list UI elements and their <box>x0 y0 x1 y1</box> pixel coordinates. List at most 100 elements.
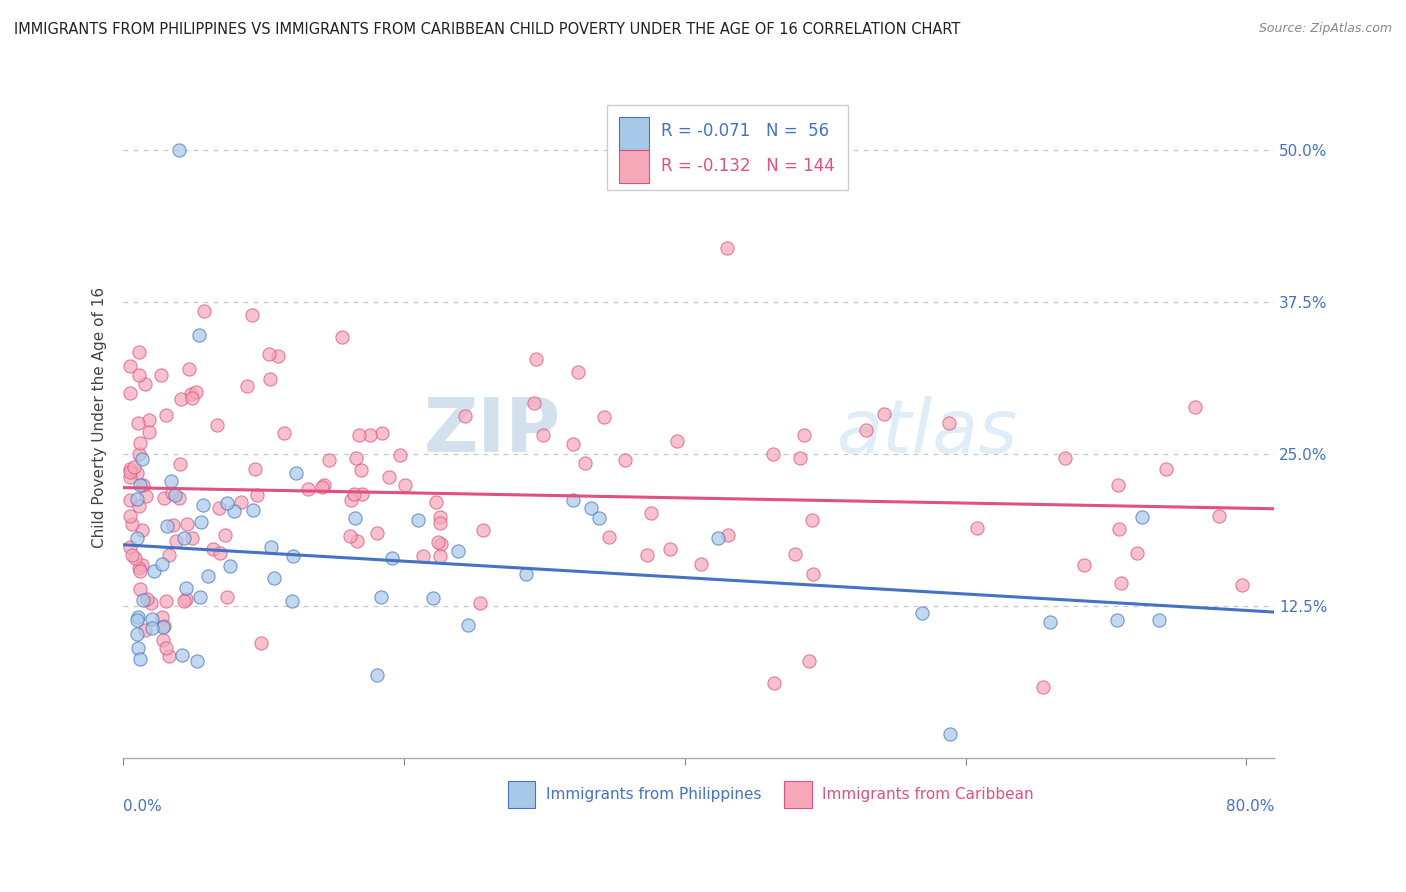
Point <box>574 456 596 470</box>
Point <box>259 372 281 386</box>
Point <box>394 478 416 492</box>
FancyBboxPatch shape <box>620 150 650 183</box>
Point <box>408 513 430 527</box>
Point <box>127 610 149 624</box>
Point <box>429 516 451 530</box>
Point <box>343 487 366 501</box>
Point <box>797 654 820 668</box>
Point <box>1208 508 1230 523</box>
Point <box>366 667 388 681</box>
Point <box>128 582 150 596</box>
Point <box>208 501 231 516</box>
Point <box>938 416 960 430</box>
Point <box>120 465 142 479</box>
Point <box>188 590 211 604</box>
Point <box>122 460 145 475</box>
Point <box>152 632 174 647</box>
Point <box>579 501 602 516</box>
Point <box>141 612 163 626</box>
Point <box>120 359 142 373</box>
Point <box>242 503 264 517</box>
Point <box>429 510 451 524</box>
Point <box>135 489 157 503</box>
Point <box>169 457 191 471</box>
Point <box>173 594 195 608</box>
Point <box>339 529 361 543</box>
Point <box>281 549 304 563</box>
Point <box>224 504 246 518</box>
Point <box>215 590 238 604</box>
Point <box>170 392 193 406</box>
Point <box>1039 615 1062 630</box>
Point <box>128 344 150 359</box>
Point <box>214 528 236 542</box>
Point <box>312 478 335 492</box>
Text: 0.0%: 0.0% <box>124 799 162 814</box>
Point <box>174 581 197 595</box>
Point <box>150 368 173 382</box>
Point <box>176 517 198 532</box>
Point <box>121 516 143 531</box>
Point <box>197 568 219 582</box>
Point <box>186 384 208 399</box>
Point <box>803 567 825 582</box>
Point <box>429 549 451 563</box>
Point <box>131 451 153 466</box>
Point <box>142 564 165 578</box>
Point <box>127 416 149 430</box>
Point <box>155 594 177 608</box>
Point <box>1230 578 1253 592</box>
Text: 80.0%: 80.0% <box>1226 799 1274 814</box>
Point <box>250 635 273 649</box>
Point <box>1073 558 1095 573</box>
Text: atlas: atlas <box>837 395 1018 467</box>
Point <box>588 511 610 525</box>
Point <box>131 558 153 573</box>
Text: IMMIGRANTS FROM PHILIPPINES VS IMMIGRANTS FROM CARIBBEAN CHILD POVERTY UNDER THE: IMMIGRANTS FROM PHILIPPINES VS IMMIGRANT… <box>14 22 960 37</box>
Point <box>1109 575 1132 590</box>
Point <box>169 144 191 158</box>
Point <box>150 609 173 624</box>
Point <box>785 547 807 561</box>
Point <box>120 540 142 554</box>
Point <box>1107 477 1129 491</box>
Point <box>173 531 195 545</box>
Point <box>910 606 932 620</box>
Point <box>191 499 214 513</box>
Point <box>1108 522 1130 536</box>
Point <box>150 558 173 572</box>
Point <box>132 593 155 607</box>
Point <box>129 478 152 492</box>
Point <box>567 365 589 379</box>
Point <box>359 428 381 442</box>
Point <box>801 513 824 527</box>
Point <box>128 499 150 513</box>
Point <box>174 592 197 607</box>
Point <box>240 309 263 323</box>
Point <box>131 523 153 537</box>
Point <box>613 453 636 467</box>
Point <box>347 428 370 442</box>
Point <box>267 349 290 363</box>
Point <box>219 559 242 574</box>
Point <box>207 417 229 432</box>
Point <box>127 491 149 506</box>
FancyBboxPatch shape <box>620 117 650 150</box>
Point <box>139 596 162 610</box>
Point <box>160 474 183 488</box>
Point <box>429 537 451 551</box>
Point <box>135 591 157 606</box>
Point <box>156 519 179 533</box>
Point <box>873 407 896 421</box>
Point <box>598 530 620 544</box>
Point <box>180 391 202 405</box>
Point <box>297 482 319 496</box>
Point <box>381 550 404 565</box>
Point <box>939 727 962 741</box>
Point <box>120 493 142 508</box>
Point <box>229 495 252 509</box>
Point <box>152 620 174 634</box>
Point <box>447 544 470 558</box>
Point <box>1184 400 1206 414</box>
Point <box>129 436 152 450</box>
